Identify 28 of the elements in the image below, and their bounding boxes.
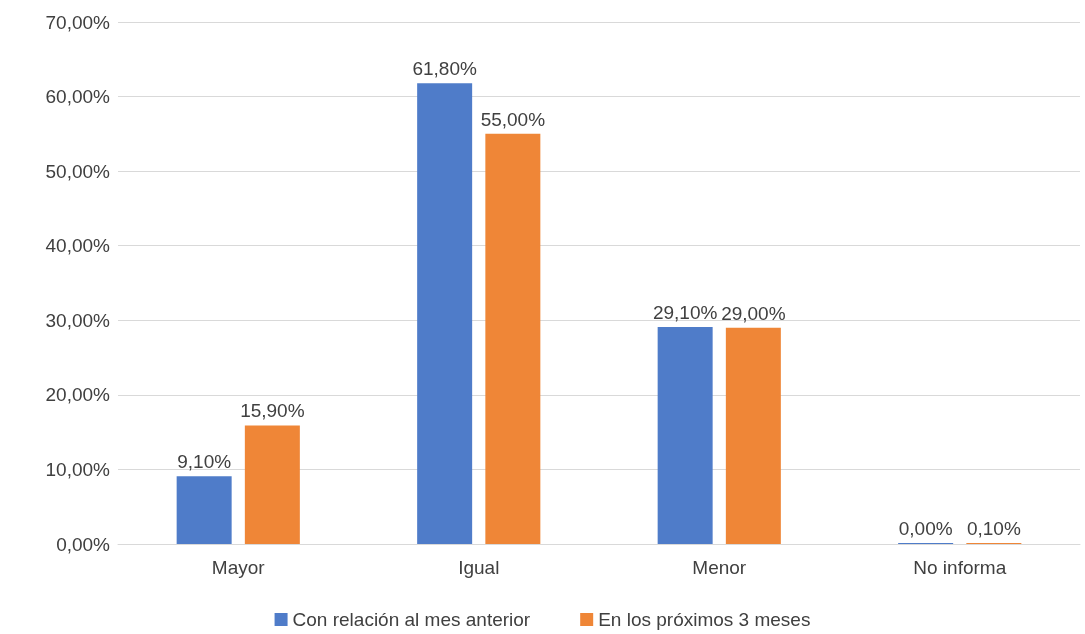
- y-tick-label: 0,00%: [56, 533, 111, 555]
- bar: [485, 133, 541, 544]
- data-label: 29,00%: [721, 302, 786, 324]
- y-tick-label: 40,00%: [45, 235, 111, 257]
- x-tick-label: Mayor: [211, 557, 266, 578]
- y-tick-label: 30,00%: [45, 309, 111, 331]
- y-tick-label: 10,00%: [45, 458, 111, 480]
- bar: [725, 327, 781, 544]
- data-label: 9,10%: [177, 451, 232, 473]
- legend-label: Con relación al mes anterior: [292, 609, 531, 630]
- y-tick-label: 70,00%: [45, 11, 111, 33]
- data-label: 0,10%: [966, 518, 1021, 539]
- y-tick-label: 20,00%: [45, 384, 111, 406]
- bar: [417, 83, 473, 544]
- data-label: 61,80%: [412, 58, 477, 80]
- x-tick-label: Menor: [692, 557, 747, 578]
- y-tick-label: 60,00%: [45, 86, 111, 108]
- data-label: 15,90%: [240, 400, 305, 422]
- bar: [657, 327, 713, 544]
- data-label: 29,10%: [652, 302, 718, 323]
- x-tick-label: Igual: [458, 557, 500, 578]
- bar: [244, 425, 300, 544]
- bar: [176, 476, 232, 544]
- data-label: 0,00%: [898, 518, 953, 539]
- data-label: 55,00%: [480, 108, 546, 130]
- x-tick-label: No informa: [913, 557, 1007, 578]
- y-tick-label: 50,00%: [45, 160, 111, 182]
- legend-label: En los próximos 3 meses: [598, 609, 811, 630]
